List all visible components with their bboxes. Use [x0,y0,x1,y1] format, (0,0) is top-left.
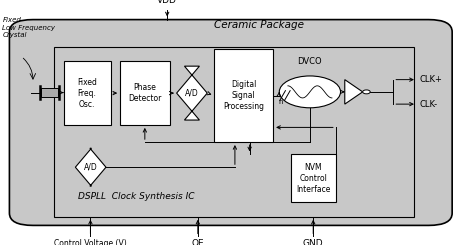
Text: A/D: A/D [185,89,199,98]
Circle shape [363,90,370,94]
Text: CLK-: CLK- [419,100,437,109]
Text: Ceramic Package: Ceramic Package [214,20,304,29]
Text: Fixed
Freq.
Osc.: Fixed Freq. Osc. [77,77,97,109]
Text: Control Voltage (V): Control Voltage (V) [54,239,127,245]
Text: Phase
Detector: Phase Detector [128,83,162,103]
Text: Fixed
Low Frequency
Crystal: Fixed Low Frequency Crystal [2,17,56,38]
Text: NVM
Control
Interface: NVM Control Interface [296,163,331,194]
Text: A/D: A/D [84,163,97,172]
Polygon shape [345,80,363,104]
Text: n: n [278,99,283,105]
Text: CLK+: CLK+ [419,75,442,84]
Text: GND: GND [303,239,324,245]
Text: OE: OE [192,239,204,245]
Circle shape [279,76,341,108]
FancyBboxPatch shape [64,61,111,125]
Text: VDD: VDD [157,0,177,5]
FancyBboxPatch shape [120,61,170,125]
Polygon shape [177,66,207,120]
Text: DVCO: DVCO [298,57,322,66]
FancyBboxPatch shape [291,154,336,202]
Text: Digital
Signal
Processing: Digital Signal Processing [223,80,264,111]
Polygon shape [75,148,106,186]
FancyBboxPatch shape [9,20,452,225]
FancyBboxPatch shape [214,49,273,142]
Text: DSPLL  Clock Synthesis IC: DSPLL Clock Synthesis IC [78,192,195,200]
FancyBboxPatch shape [41,88,58,97]
FancyBboxPatch shape [54,47,414,217]
